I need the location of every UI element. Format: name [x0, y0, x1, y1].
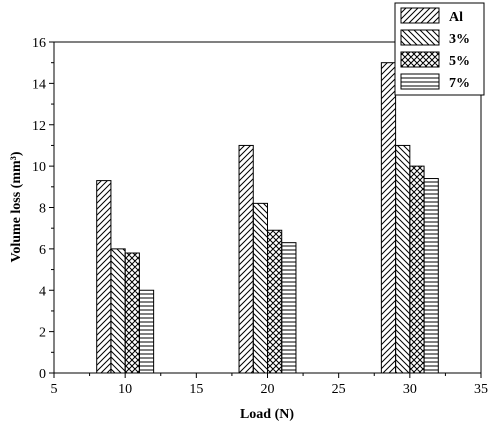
legend-label: 3% [449, 32, 470, 47]
x-tick-label: 10 [118, 382, 132, 397]
y-tick-label: 6 [39, 243, 46, 258]
y-tick-label: 8 [39, 202, 46, 217]
y-tick-label: 0 [39, 367, 46, 382]
y-tick-label: 14 [32, 77, 46, 92]
y-tick-label: 16 [32, 36, 46, 51]
legend-swatch [400, 73, 440, 90]
y-axis-title: Volume loss (mm³) [9, 151, 24, 262]
bar-3pct-20 [252, 202, 268, 374]
bar-5pct-10 [124, 252, 140, 374]
y-tick-label: 4 [39, 284, 46, 299]
bar-al-20 [238, 144, 254, 374]
x-tick-label: 35 [474, 382, 488, 397]
x-tick-label: 15 [189, 382, 203, 397]
bar-3pct-30 [395, 144, 411, 374]
bar-3pct-10 [110, 248, 126, 374]
legend: Al 3% 5% 7% [394, 2, 485, 96]
bar-5pct-20 [267, 229, 283, 374]
x-axis-title: Load (N) [240, 407, 294, 422]
legend-swatch [400, 29, 440, 46]
x-tick-label: 5 [51, 382, 58, 397]
legend-swatch [400, 7, 440, 24]
bar-al-10 [96, 180, 112, 374]
bar-7pct-30 [423, 178, 439, 374]
x-tick-label: 25 [332, 382, 346, 397]
bar-5pct-30 [409, 165, 425, 374]
x-tick-label: 20 [261, 382, 275, 397]
bar-al-30 [380, 62, 397, 374]
bar-7pct-10 [138, 289, 155, 374]
legend-swatch [400, 51, 440, 68]
axes: 5 10 15 20 25 30 35 0 2 4 6 8 10 12 14 16 [32, 36, 488, 397]
y-tick-label: 12 [32, 119, 46, 134]
y-tick-label: 2 [39, 326, 46, 341]
legend-label: 5% [449, 54, 470, 69]
bar-7pct-20 [281, 242, 297, 374]
x-tick-label: 30 [403, 382, 417, 397]
legend-label: 7% [449, 76, 470, 91]
plot-area [96, 62, 439, 374]
y-tick-label: 10 [32, 160, 46, 175]
legend-label: Al [449, 10, 463, 25]
